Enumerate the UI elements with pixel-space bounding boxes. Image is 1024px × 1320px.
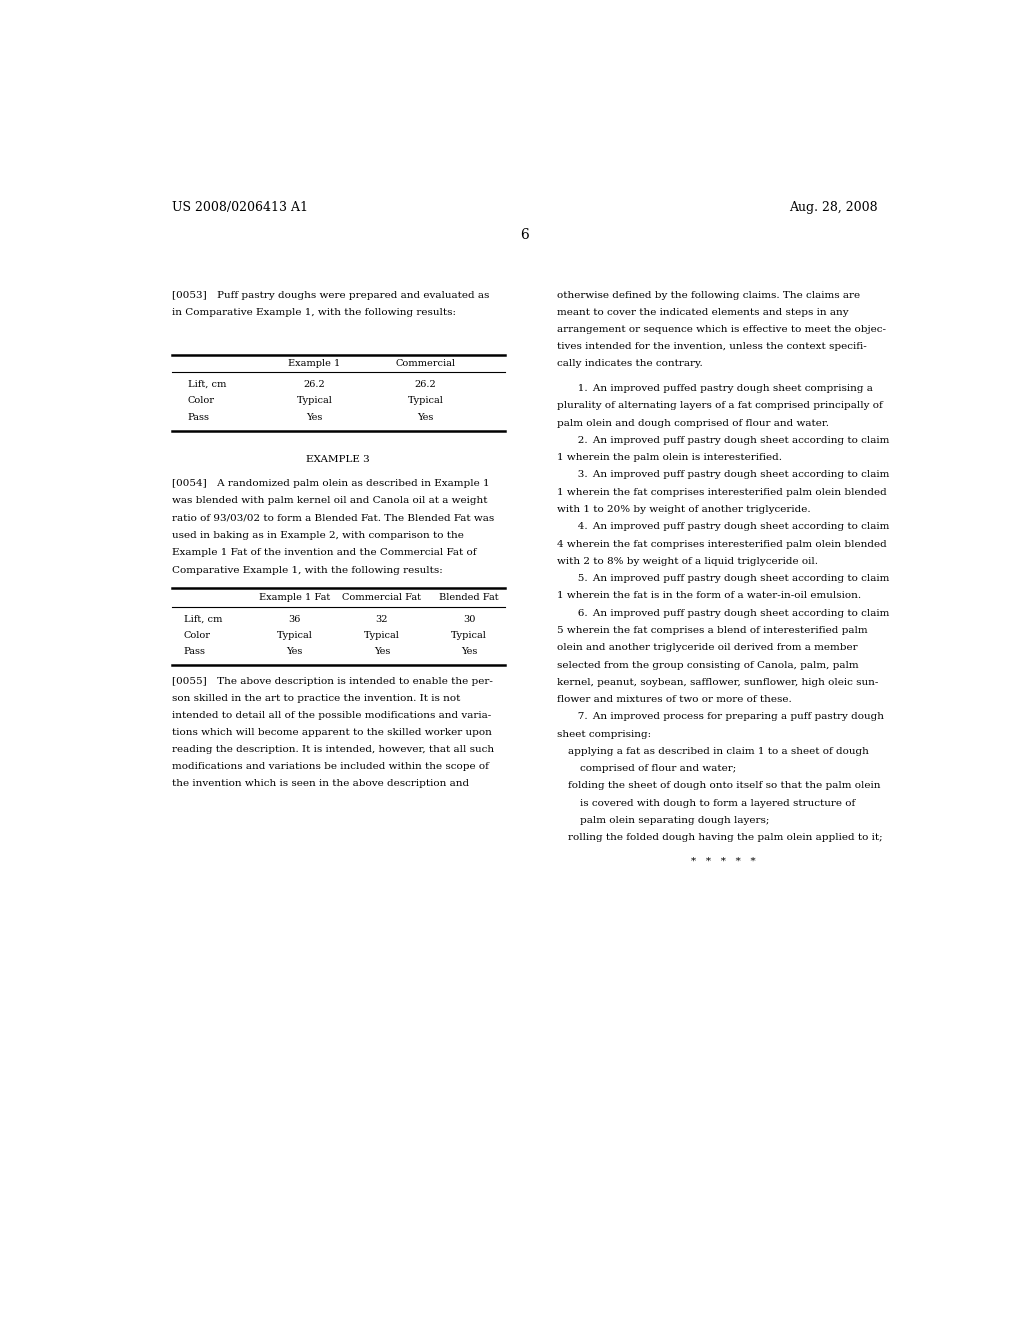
Text: tives intended for the invention, unless the context specifi-: tives intended for the invention, unless…	[557, 342, 866, 351]
Text: 4 wherein the fat comprises interesterified palm olein blended: 4 wherein the fat comprises interesterif…	[557, 540, 887, 549]
Text: Lift, cm: Lift, cm	[183, 615, 222, 624]
Text: is covered with dough to form a layered structure of: is covered with dough to form a layered …	[581, 799, 856, 808]
Text: Yes: Yes	[418, 412, 434, 421]
Text: arrangement or sequence which is effective to meet the objec-: arrangement or sequence which is effecti…	[557, 325, 886, 334]
Text: Commercial: Commercial	[395, 359, 456, 368]
Text: folding the sheet of dough onto itself so that the palm olein: folding the sheet of dough onto itself s…	[568, 781, 881, 791]
Text: Example 1 Fat: Example 1 Fat	[259, 594, 331, 602]
Text: Commercial Fat: Commercial Fat	[342, 594, 422, 602]
Text: 7. An improved process for preparing a puff pastry dough: 7. An improved process for preparing a p…	[557, 713, 884, 721]
Text: modifications and variations be included within the scope of: modifications and variations be included…	[172, 762, 488, 771]
Text: Aug. 28, 2008: Aug. 28, 2008	[790, 201, 878, 214]
Text: flower and mixtures of two or more of these.: flower and mixtures of two or more of th…	[557, 696, 792, 704]
Text: the invention which is seen in the above description and: the invention which is seen in the above…	[172, 779, 469, 788]
Text: *   *   *   *   *: * * * * *	[691, 857, 756, 866]
Text: Pass: Pass	[183, 647, 206, 656]
Text: 32: 32	[376, 615, 388, 624]
Text: 5. An improved puff pastry dough sheet according to claim: 5. An improved puff pastry dough sheet a…	[557, 574, 889, 583]
Text: 26.2: 26.2	[304, 380, 326, 389]
Text: Color: Color	[183, 631, 211, 640]
Text: cally indicates the contrary.: cally indicates the contrary.	[557, 359, 702, 368]
Text: Typical: Typical	[364, 631, 400, 640]
Text: Typical: Typical	[276, 631, 312, 640]
Text: [0054] A randomized palm olein as described in Example 1: [0054] A randomized palm olein as descri…	[172, 479, 489, 487]
Text: Pass: Pass	[187, 412, 210, 421]
Text: Typical: Typical	[452, 631, 487, 640]
Text: otherwise defined by the following claims. The claims are: otherwise defined by the following claim…	[557, 290, 860, 300]
Text: Example 1 Fat of the invention and the Commercial Fat of: Example 1 Fat of the invention and the C…	[172, 549, 476, 557]
Text: Example 1: Example 1	[289, 359, 341, 368]
Text: applying a fat as described in claim 1 to a sheet of dough: applying a fat as described in claim 1 t…	[568, 747, 869, 756]
Text: with 1 to 20% by weight of another triglyceride.: with 1 to 20% by weight of another trigl…	[557, 506, 810, 513]
Text: was blended with palm kernel oil and Canola oil at a weight: was blended with palm kernel oil and Can…	[172, 496, 487, 506]
Text: 1 wherein the palm olein is interesterified.: 1 wherein the palm olein is interesterif…	[557, 453, 781, 462]
Text: Yes: Yes	[374, 647, 390, 656]
Text: Lift, cm: Lift, cm	[187, 380, 226, 389]
Text: 2. An improved puff pastry dough sheet according to claim: 2. An improved puff pastry dough sheet a…	[557, 436, 889, 445]
Text: 1 wherein the fat is in the form of a water-in-oil emulsion.: 1 wherein the fat is in the form of a wa…	[557, 591, 860, 601]
Text: 5 wherein the fat comprises a blend of interesterified palm: 5 wherein the fat comprises a blend of i…	[557, 626, 867, 635]
Text: son skilled in the art to practice the invention. It is not: son skilled in the art to practice the i…	[172, 694, 460, 702]
Text: 6. An improved puff pastry dough sheet according to claim: 6. An improved puff pastry dough sheet a…	[557, 609, 889, 618]
Text: with 2 to 8% by weight of a liquid triglyceride oil.: with 2 to 8% by weight of a liquid trigl…	[557, 557, 817, 566]
Text: reading the description. It is intended, however, that all such: reading the description. It is intended,…	[172, 744, 494, 754]
Text: Blended Fat: Blended Fat	[439, 594, 499, 602]
Text: comprised of flour and water;: comprised of flour and water;	[581, 764, 736, 774]
Text: rolling the folded dough having the palm olein applied to it;: rolling the folded dough having the palm…	[568, 833, 883, 842]
Text: 6: 6	[520, 227, 529, 242]
Text: EXAMPLE 3: EXAMPLE 3	[306, 455, 371, 465]
Text: Color: Color	[187, 396, 214, 405]
Text: [0055] The above description is intended to enable the per-: [0055] The above description is intended…	[172, 677, 493, 686]
Text: olein and another triglyceride oil derived from a member: olein and another triglyceride oil deriv…	[557, 643, 857, 652]
Text: selected from the group consisting of Canola, palm, palm: selected from the group consisting of Ca…	[557, 660, 858, 669]
Text: 4. An improved puff pastry dough sheet according to claim: 4. An improved puff pastry dough sheet a…	[557, 523, 889, 531]
Text: in Comparative Example 1, with the following results:: in Comparative Example 1, with the follo…	[172, 308, 456, 317]
Text: Yes: Yes	[287, 647, 303, 656]
Text: ratio of 93/03/02 to form a Blended Fat. The Blended Fat was: ratio of 93/03/02 to form a Blended Fat.…	[172, 513, 494, 523]
Text: palm olein and dough comprised of flour and water.: palm olein and dough comprised of flour …	[557, 418, 828, 428]
Text: palm olein separating dough layers;: palm olein separating dough layers;	[581, 816, 770, 825]
Text: 36: 36	[289, 615, 301, 624]
Text: used in baking as in Example 2, with comparison to the: used in baking as in Example 2, with com…	[172, 531, 464, 540]
Text: US 2008/0206413 A1: US 2008/0206413 A1	[172, 201, 307, 214]
Text: tions which will become apparent to the skilled worker upon: tions which will become apparent to the …	[172, 729, 492, 737]
Text: plurality of alternating layers of a fat comprised principally of: plurality of alternating layers of a fat…	[557, 401, 883, 411]
Text: 1 wherein the fat comprises interesterified palm olein blended: 1 wherein the fat comprises interesterif…	[557, 487, 887, 496]
Text: Typical: Typical	[408, 396, 443, 405]
Text: [0053] Puff pastry doughs were prepared and evaluated as: [0053] Puff pastry doughs were prepared …	[172, 290, 489, 300]
Text: 30: 30	[463, 615, 475, 624]
Text: Comparative Example 1, with the following results:: Comparative Example 1, with the followin…	[172, 566, 442, 576]
Text: 3. An improved puff pastry dough sheet according to claim: 3. An improved puff pastry dough sheet a…	[557, 470, 889, 479]
Text: 1. An improved puffed pastry dough sheet comprising a: 1. An improved puffed pastry dough sheet…	[557, 384, 872, 393]
Text: intended to detail all of the possible modifications and varia-: intended to detail all of the possible m…	[172, 711, 490, 719]
Text: Yes: Yes	[461, 647, 477, 656]
Text: Yes: Yes	[306, 412, 323, 421]
Text: Typical: Typical	[297, 396, 333, 405]
Text: meant to cover the indicated elements and steps in any: meant to cover the indicated elements an…	[557, 308, 848, 317]
Text: sheet comprising:: sheet comprising:	[557, 730, 650, 739]
Text: kernel, peanut, soybean, safflower, sunflower, high oleic sun-: kernel, peanut, soybean, safflower, sunf…	[557, 677, 878, 686]
Text: 26.2: 26.2	[415, 380, 436, 389]
